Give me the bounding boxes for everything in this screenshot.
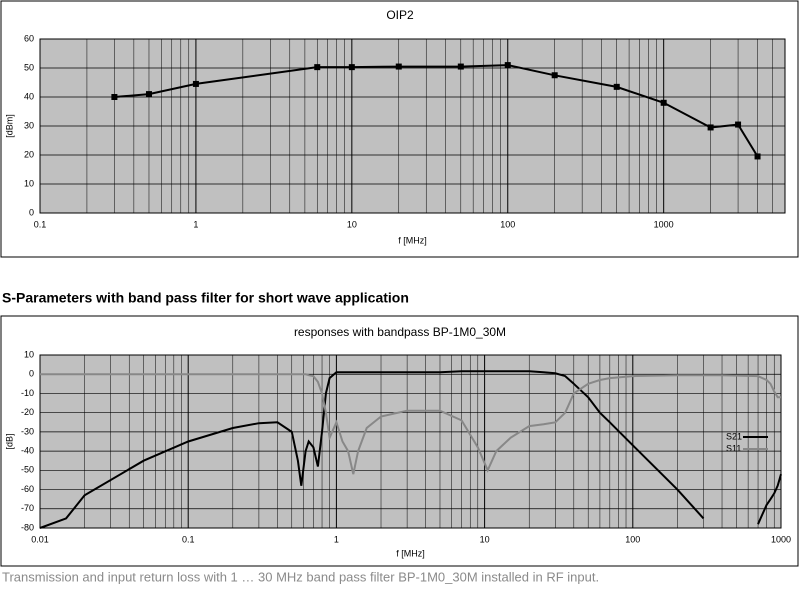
y-tick-label: 50 [24,62,34,72]
x-tick-label: 1000 [654,219,674,229]
plot-area [39,354,782,529]
x-tick-label: 0.1 [34,219,47,229]
y-tick-label: 60 [24,33,34,43]
y-tick-label: -70 [21,503,34,513]
y-axis-label: [dB] [4,433,14,449]
marker [348,64,355,71]
x-tick-label: 0.01 [31,534,49,544]
marker [314,64,321,71]
x-tick-label: 100 [625,534,640,544]
marker [551,72,558,79]
series-line [114,64,759,157]
y-tick-label: -20 [21,407,34,417]
y-tick-label: 30 [24,120,34,130]
y-tick-label: 0 [29,369,34,379]
marker [660,99,667,106]
marker [504,62,511,69]
y-tick-label: 20 [24,149,34,159]
y-tick-label: -50 [21,465,34,475]
marker [754,153,761,160]
heading: S-Parameters with band pass filter for s… [2,290,409,306]
series-line [757,473,782,525]
marker [457,63,464,70]
y-tick-label: -10 [21,388,34,398]
y-tick-label: -30 [21,426,34,436]
y-tick-label: 10 [24,178,34,188]
series-line [39,370,705,529]
x-tick-label: 100 [500,219,515,229]
marker [707,124,714,131]
y-tick-label: 40 [24,91,34,101]
series-line [40,373,781,475]
x-tick-label: 1 [334,534,339,544]
y-axis-label: [dBm] [4,114,14,138]
marker [395,63,402,70]
x-tick-label: 1 [193,219,198,229]
y-tick-label: 0 [29,207,34,217]
marker [192,80,199,87]
legend-label: S11 [726,443,741,453]
y-tick-label: -60 [21,484,34,494]
x-axis-label: f [MHz] [396,548,425,558]
marker [613,83,620,90]
marker [735,121,742,128]
marker [145,91,152,98]
y-tick-label: -80 [21,522,34,532]
caption: Transmission and input return loss with … [2,569,599,584]
marker [111,94,118,100]
y-tick-label: 10 [24,349,34,359]
x-tick-label: 10 [347,219,357,229]
x-axis-label: f [MHz] [398,235,427,245]
x-tick-label: 1000 [771,534,791,544]
chart-title: responses with bandpass BP-1M0_30M [294,325,506,339]
x-tick-label: 10 [480,534,490,544]
legend-label: S21 [726,431,742,441]
chart-title: OIP2 [386,8,414,22]
y-tick-label: -40 [21,445,34,455]
x-tick-label: 0.1 [182,534,195,544]
